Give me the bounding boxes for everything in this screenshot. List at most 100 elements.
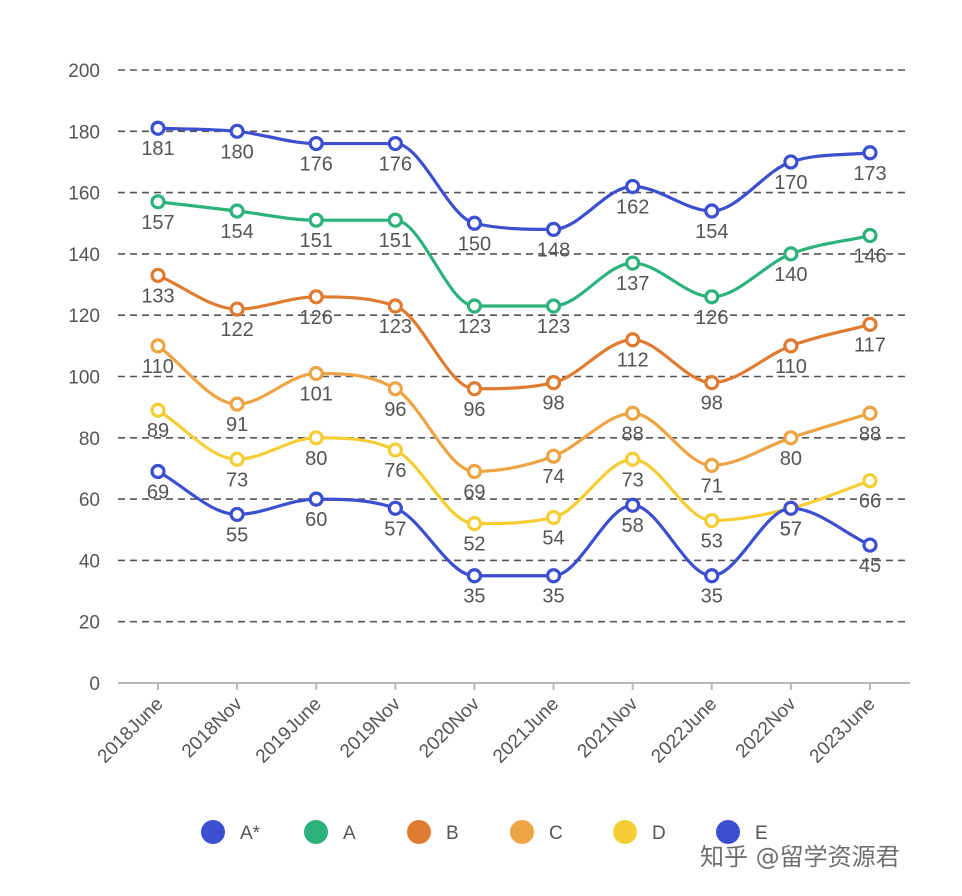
data-point[interactable] — [625, 497, 641, 513]
data-label: 126 — [300, 307, 333, 329]
data-point[interactable] — [862, 405, 878, 421]
data-point[interactable] — [150, 120, 166, 136]
data-point[interactable] — [466, 568, 483, 584]
data-point[interactable] — [229, 506, 245, 523]
data-label: 57 — [780, 518, 802, 540]
data-label: 148 — [537, 239, 570, 261]
legend-label[interactable]: D — [652, 823, 666, 844]
data-label: 176 — [300, 154, 333, 176]
y-tick-label: 40 — [79, 551, 100, 572]
y-tick-label: 180 — [68, 122, 100, 143]
data-point[interactable] — [150, 194, 166, 210]
data-point[interactable] — [862, 145, 878, 161]
data-label: 162 — [616, 196, 649, 218]
data-point[interactable] — [704, 512, 720, 529]
legend-marker[interactable] — [407, 820, 431, 844]
data-label: 151 — [300, 230, 333, 252]
data-point[interactable] — [625, 178, 641, 195]
data-point[interactable] — [625, 405, 641, 421]
data-label: 52 — [463, 534, 485, 556]
data-point[interactable] — [308, 365, 324, 382]
data-point[interactable] — [466, 516, 483, 532]
data-point[interactable] — [545, 375, 562, 391]
data-point[interactable] — [783, 430, 799, 446]
data-point[interactable] — [704, 568, 720, 584]
data-point[interactable] — [229, 301, 245, 317]
legend-label[interactable]: E — [755, 823, 768, 844]
data-point[interactable] — [862, 537, 878, 553]
data-point[interactable] — [625, 451, 641, 467]
x-tick-label: 2019June — [252, 694, 326, 768]
data-point[interactable] — [387, 500, 403, 516]
data-point[interactable] — [545, 221, 562, 237]
data-label: 89 — [147, 420, 169, 442]
data-point[interactable] — [862, 227, 878, 244]
data-point[interactable] — [862, 316, 878, 332]
data-point[interactable] — [466, 215, 483, 231]
data-label: 126 — [695, 307, 728, 329]
data-point[interactable] — [387, 135, 403, 152]
data-point[interactable] — [387, 212, 403, 228]
y-tick-label: 20 — [79, 613, 100, 634]
data-point[interactable] — [783, 338, 799, 354]
data-point[interactable] — [625, 332, 641, 348]
data-label: 55 — [226, 524, 248, 546]
series-line-2 — [156, 273, 872, 391]
data-point[interactable] — [150, 463, 166, 480]
data-point[interactable] — [308, 491, 324, 507]
data-label: 101 — [300, 383, 333, 405]
data-point[interactable] — [545, 509, 562, 526]
data-point[interactable] — [545, 448, 562, 464]
y-tick-label: 60 — [79, 490, 100, 511]
legend-marker[interactable] — [201, 820, 225, 844]
data-point[interactable] — [308, 135, 324, 152]
data-point[interactable] — [150, 338, 166, 354]
x-tick-label: 2018Nov — [178, 693, 247, 762]
data-point[interactable] — [150, 402, 166, 418]
legend-marker[interactable] — [613, 820, 637, 844]
data-label: 150 — [458, 233, 491, 255]
data-point[interactable] — [229, 203, 245, 219]
data-point[interactable] — [466, 298, 483, 314]
data-point[interactable] — [387, 442, 403, 458]
legend-label[interactable]: A — [343, 823, 356, 844]
data-point[interactable] — [625, 255, 641, 271]
data-point[interactable] — [704, 375, 720, 391]
data-point[interactable] — [783, 246, 799, 262]
data-point[interactable] — [704, 457, 720, 473]
data-label: 71 — [701, 475, 723, 497]
data-label: 69 — [463, 482, 485, 504]
data-point[interactable] — [150, 267, 166, 283]
data-point[interactable] — [308, 289, 324, 305]
data-point[interactable] — [704, 289, 720, 305]
data-point[interactable] — [229, 451, 245, 467]
data-point[interactable] — [783, 500, 799, 516]
data-point[interactable] — [862, 473, 878, 489]
x-tick-label: 2020Nov — [415, 693, 484, 762]
data-point[interactable] — [308, 212, 324, 228]
data-point[interactable] — [545, 298, 562, 314]
data-label: 110 — [775, 356, 807, 378]
data-point[interactable] — [545, 568, 562, 584]
legend-label[interactable]: B — [446, 823, 459, 844]
legend-label[interactable]: C — [549, 823, 563, 844]
data-point[interactable] — [229, 396, 245, 412]
data-point[interactable] — [466, 463, 483, 480]
legend-marker[interactable] — [510, 820, 534, 844]
y-tick-label: 80 — [79, 429, 100, 450]
data-point[interactable] — [387, 298, 403, 314]
data-point[interactable] — [783, 154, 799, 170]
data-point[interactable] — [229, 123, 245, 139]
legend-marker[interactable] — [304, 820, 328, 844]
legend-marker[interactable] — [716, 820, 740, 844]
data-point[interactable] — [466, 381, 483, 397]
legend-label[interactable]: A* — [240, 823, 261, 844]
data-label: 173 — [853, 163, 886, 185]
data-label: 35 — [701, 586, 723, 608]
series-line-5 — [156, 469, 872, 578]
data-point[interactable] — [704, 203, 720, 219]
data-label: 137 — [616, 273, 649, 295]
data-point[interactable] — [308, 430, 324, 446]
data-point[interactable] — [387, 381, 403, 397]
